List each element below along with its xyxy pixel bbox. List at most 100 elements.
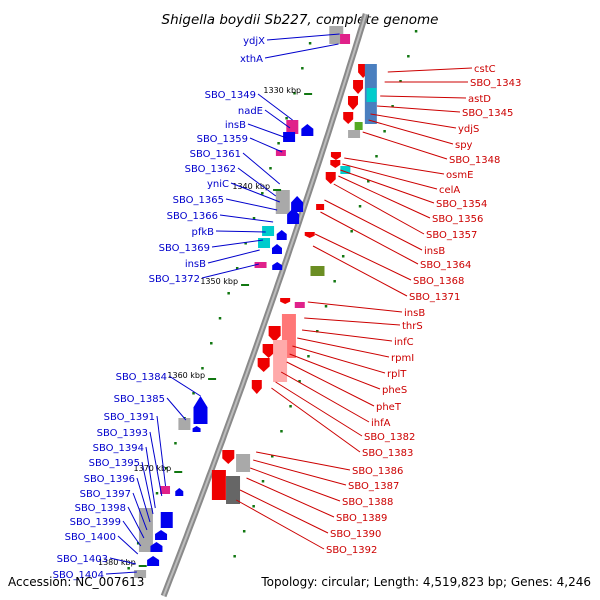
gene-feature [343,112,354,124]
gene-label: osmE [446,170,473,181]
tick-dot [399,80,402,83]
label-connector [320,211,419,265]
gene-feature [304,232,315,238]
gene-label: SBO_1399 [70,517,121,528]
backbone [160,13,369,598]
label-connector [264,43,339,59]
gene-feature [283,132,296,142]
label-connector [127,506,145,539]
label-connector [289,353,381,390]
gene-feature [175,488,184,496]
gene-label: ihfA [371,418,391,429]
label-connector [297,337,390,358]
label-connector [271,387,361,453]
label-connector [149,431,163,497]
gene-feature [366,88,377,102]
gene-feature [276,230,287,240]
tick-dot [277,142,280,145]
label-connector [307,301,403,313]
gene-label: insB [225,120,246,131]
label-connector [249,137,283,153]
gene-feature [347,96,358,110]
gene-label: SBO_1392 [326,545,377,556]
tick-dot [261,480,265,483]
label-connector [275,381,363,437]
gene-feature [257,358,270,372]
label-connector [312,245,408,297]
label-connector [211,239,264,248]
tick-dot [301,67,304,70]
gene-label: SBO_1368 [413,276,464,287]
gene-label: insB [404,308,425,319]
gene-label: insB [185,259,206,270]
tick-dot [165,467,168,470]
tick-dot [252,505,255,508]
map-title: Shigella boydii Sb227, complete genome [162,12,439,28]
label-connector [340,169,435,204]
tick-dot [227,292,230,295]
tick-dot [391,105,394,108]
label-connector [239,489,329,534]
gene-feature [254,262,267,268]
gene-label: SBO_1404 [53,570,104,581]
tick-dot [233,555,236,558]
gene-feature [193,396,208,424]
tick-dot [367,180,370,183]
gene-label: SBO_1354 [436,199,487,210]
kbp-label: 1370 kbp [134,464,172,473]
gene-feature [192,426,201,432]
gene-feature [291,196,304,212]
gene-feature [178,418,191,430]
label-connector [380,95,467,99]
gene-feature [287,208,300,224]
gene-feature [348,130,361,138]
gene-feature [262,226,275,236]
gene-feature [354,122,363,130]
backbone-highlight [162,13,367,597]
gene-feature [286,120,299,134]
tick-dot [298,380,301,383]
gene-label: SBO_1398 [75,503,126,514]
tick-dot [358,205,362,208]
gene-label: SBO_1396 [84,474,135,485]
label-connector [237,167,277,197]
gene-label: cstC [474,64,496,75]
gene-label: SBO_1389 [336,513,387,524]
gene-label: SBO_1357 [426,230,477,241]
gene-label: SBO_1386 [352,466,403,477]
gene-label: SBO_1343 [470,78,521,89]
gene-feature [211,470,226,500]
gene-feature [280,298,291,304]
tick-dot [316,330,319,333]
gene-feature [275,190,290,214]
gene-label: SBO_1369 [159,243,210,254]
gene-label: spy [455,140,473,151]
tick-dot [252,217,256,220]
gene-label: SBO_1382 [364,432,415,443]
gene-feature [340,166,351,174]
gene-feature [294,302,305,308]
tick-dot [235,267,239,270]
label-connector [376,105,461,113]
label-connector [132,492,148,531]
tick-dot [308,42,312,45]
tick-dot [271,455,274,458]
tick-dot [375,155,378,158]
tick-dots [127,30,418,570]
gene-feature [272,262,283,270]
label-connector [301,329,393,342]
gene-label: SBO_1364 [420,260,471,271]
label-connector [370,113,457,129]
label-connector [292,345,386,374]
tick-dot [192,392,195,395]
label-connector [286,361,375,407]
tick-dot [333,280,336,283]
gene-feature [262,344,275,358]
label-connector [250,467,341,502]
kbp-label: 1340 kbp [232,182,270,191]
gene-feature [273,340,288,382]
label-connector [256,451,351,471]
label-connector [338,175,431,219]
label-connector [156,415,167,487]
kbp-label: 1360 kbp [167,371,205,380]
